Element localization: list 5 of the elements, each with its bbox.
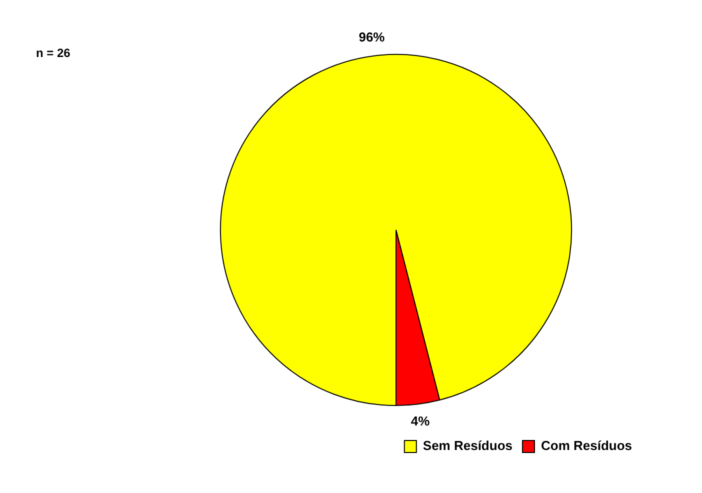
- text: n = 26: [36, 46, 70, 60]
- data-label: 4%: [410, 414, 430, 429]
- legend-label: Com Resíduos: [540, 438, 632, 454]
- data-label: 96%: [358, 30, 386, 45]
- legend-label: Sem Resíduos: [422, 438, 512, 454]
